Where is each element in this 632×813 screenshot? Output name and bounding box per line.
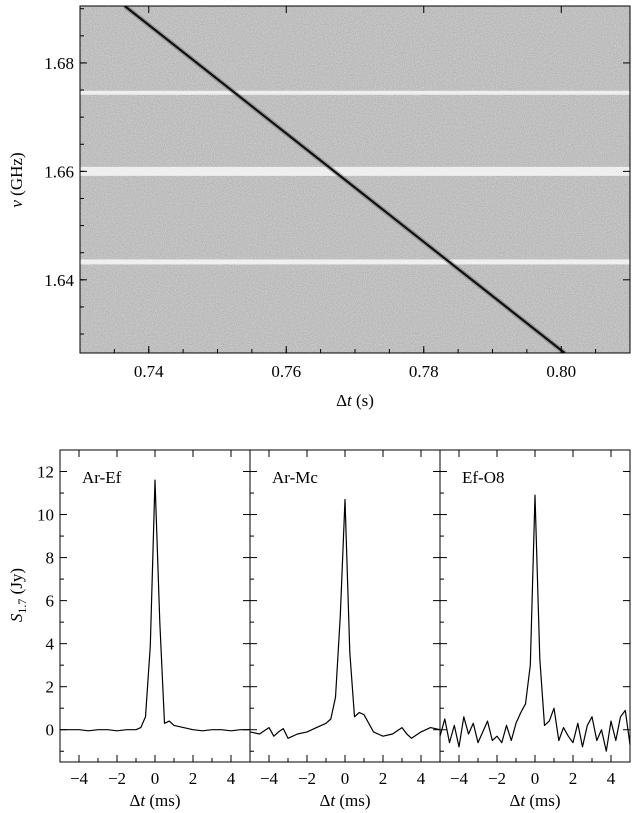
time-series-panels: −4 −2 0 2 4 0 2 4 6 8 10 12 Ar-Ef −4 −2 0 2 4 Ar-Mc −4 −2 0 2 4… — [7, 449, 631, 810]
panel-xtick-label: −4 — [450, 769, 469, 788]
panel-label: Ar-Mc — [272, 468, 318, 487]
spectrum-ylabel: ν (GHz) — [7, 152, 26, 207]
panel-xtick-label: −4 — [260, 769, 279, 788]
panel-frame — [249, 449, 441, 763]
panel-ytick-label: 0 — [46, 721, 55, 740]
panel-xtick-label: 2 — [189, 769, 198, 788]
panel-xtick-label: 2 — [379, 769, 388, 788]
spectrum-ytick-label: 1.66 — [44, 162, 74, 181]
spectrum-xtick-label: 0.80 — [546, 362, 576, 381]
panel-3: −4 −2 0 2 4 Ef-O8 — [439, 449, 631, 788]
panel-ytick-label: 12 — [37, 463, 54, 482]
panel-1-xlabel: Δt (ms) — [129, 791, 180, 810]
panel-xtick-label: −2 — [298, 769, 316, 788]
panel-ytick-label: 10 — [37, 506, 54, 525]
panel-xtick-label: 2 — [569, 769, 578, 788]
flux-series-line — [439, 494, 631, 752]
panel-label: Ef-O8 — [462, 468, 504, 487]
flux-series-line — [60, 479, 250, 732]
dispersion-sweep — [124, 6, 566, 353]
panel-xtick-label: 4 — [607, 769, 616, 788]
flux-series-line — [249, 498, 441, 739]
spectrum-xtick-label: 0.78 — [409, 362, 439, 381]
spectrum-xtick-label: 0.76 — [271, 362, 301, 381]
spectrum-xtick-label: 0.74 — [134, 362, 164, 381]
panel-ytick-label: 8 — [46, 549, 55, 568]
panel-xtick-label: 4 — [227, 769, 236, 788]
spectrum-image — [80, 6, 630, 353]
bright-band — [80, 166, 630, 176]
panel-ytick-label: 4 — [46, 635, 55, 654]
spectrum-xlabel: Δt (s) — [336, 391, 374, 410]
spectrum-noise — [80, 6, 630, 353]
spectrum-ytick-label: 1.68 — [44, 54, 74, 73]
panel-xtick-label: 0 — [531, 769, 540, 788]
flux-ylabel: S1.7 (Jy) — [7, 568, 29, 622]
bright-band — [80, 259, 630, 265]
spectrum-ytick-label: 1.64 — [44, 271, 74, 290]
panel-3-xlabel: Δt (ms) — [509, 791, 560, 810]
panel-xtick-label: −2 — [108, 769, 126, 788]
panel-1: −4 −2 0 2 4 0 2 4 6 8 10 12 Ar-Ef — [37, 449, 251, 788]
bright-band — [80, 90, 630, 95]
panel-ytick-label: 6 — [46, 592, 55, 611]
panel-label: Ar-Ef — [82, 468, 122, 487]
dynamic-spectrum-panel: 0.74 0.76 0.78 0.80 1.64 1.66 1.68 ν (GHz) Δt … — [7, 5, 631, 410]
panel-xtick-label: −2 — [488, 769, 506, 788]
panel-2: −4 −2 0 2 4 Ar-Mc — [249, 449, 441, 788]
panel-2-xlabel: Δt (ms) — [319, 791, 370, 810]
panel-xtick-label: −4 — [70, 769, 89, 788]
panel-xtick-label: 0 — [341, 769, 350, 788]
panel-xtick-label: 4 — [417, 769, 426, 788]
panel-xtick-label: 0 — [151, 769, 160, 788]
panel-ytick-label: 2 — [46, 678, 55, 697]
